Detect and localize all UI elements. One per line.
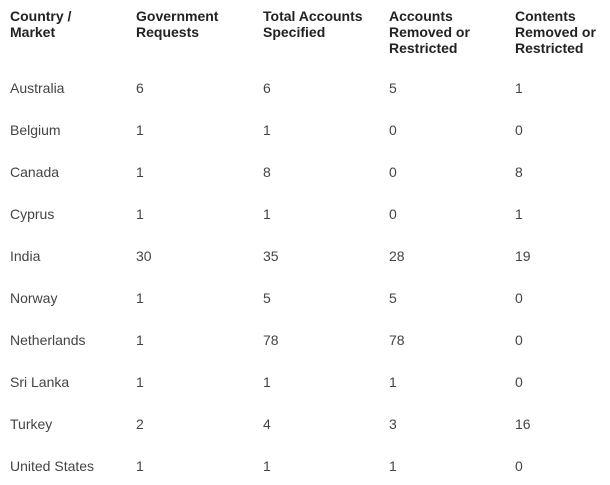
cell-country: Norway bbox=[10, 290, 58, 306]
cell-government-requests: 30 bbox=[136, 248, 152, 264]
cell-total-accounts: 1 bbox=[263, 458, 271, 474]
table-row: Belgium 1 1 0 0 bbox=[0, 118, 610, 142]
cell-country: Belgium bbox=[10, 122, 61, 138]
header-government-requests: Government Requests bbox=[136, 8, 219, 40]
cell-country: Sri Lanka bbox=[10, 374, 70, 390]
cell-total-accounts: 1 bbox=[263, 206, 271, 222]
cell-accounts-removed: 0 bbox=[389, 122, 397, 138]
cell-total-accounts: 4 bbox=[263, 416, 271, 432]
cell-contents-removed: 1 bbox=[515, 80, 523, 96]
cell-contents-removed: 8 bbox=[515, 164, 523, 180]
table-row: Cyprus 1 1 0 1 bbox=[0, 202, 610, 226]
cell-contents-removed: 19 bbox=[515, 248, 531, 264]
cell-total-accounts: 35 bbox=[263, 248, 279, 264]
table-header-row: Country / Market Government Requests Tot… bbox=[0, 8, 610, 60]
cell-country: Canada bbox=[10, 164, 60, 180]
cell-country: Turkey bbox=[10, 416, 53, 432]
cell-total-accounts: 1 bbox=[263, 374, 271, 390]
table-row: Norway 1 5 5 0 bbox=[0, 286, 610, 310]
cell-accounts-removed: 78 bbox=[389, 332, 405, 348]
cell-country: Netherlands bbox=[10, 332, 86, 348]
header-total-accounts-specified: Total Accounts Specified bbox=[263, 8, 363, 40]
cell-country: Cyprus bbox=[10, 206, 55, 222]
cell-contents-removed: 0 bbox=[515, 122, 523, 138]
cell-government-requests: 1 bbox=[136, 164, 144, 180]
header-accounts-removed: Accounts Removed or Restricted bbox=[389, 8, 470, 56]
cell-total-accounts: 78 bbox=[263, 332, 279, 348]
cell-contents-removed: 0 bbox=[515, 290, 523, 306]
cell-government-requests: 2 bbox=[136, 416, 144, 432]
cell-government-requests: 1 bbox=[136, 458, 144, 474]
table-row: Sri Lanka 1 1 1 0 bbox=[0, 370, 610, 394]
cell-accounts-removed: 5 bbox=[389, 80, 397, 96]
cell-government-requests: 1 bbox=[136, 332, 144, 348]
cell-accounts-removed: 28 bbox=[389, 248, 405, 264]
cell-contents-removed: 1 bbox=[515, 206, 523, 222]
cell-government-requests: 1 bbox=[136, 206, 144, 222]
cell-contents-removed: 0 bbox=[515, 332, 523, 348]
header-country-market: Country / Market bbox=[10, 8, 72, 40]
cell-government-requests: 1 bbox=[136, 122, 144, 138]
cell-government-requests: 1 bbox=[136, 374, 144, 390]
cell-accounts-removed: 1 bbox=[389, 374, 397, 390]
table-row: Netherlands 1 78 78 0 bbox=[0, 328, 610, 352]
table-row: United States 1 1 1 0 bbox=[0, 454, 610, 478]
cell-total-accounts: 5 bbox=[263, 290, 271, 306]
cell-country: India bbox=[10, 248, 41, 264]
cell-accounts-removed: 0 bbox=[389, 164, 397, 180]
cell-total-accounts: 6 bbox=[263, 80, 271, 96]
cell-contents-removed: 16 bbox=[515, 416, 531, 432]
cell-government-requests: 1 bbox=[136, 290, 144, 306]
cell-accounts-removed: 3 bbox=[389, 416, 397, 432]
cell-country: Australia bbox=[10, 80, 65, 96]
cell-total-accounts: 8 bbox=[263, 164, 271, 180]
cell-accounts-removed: 5 bbox=[389, 290, 397, 306]
header-contents-removed: Contents Removed or Restricted bbox=[515, 8, 596, 56]
cell-government-requests: 6 bbox=[136, 80, 144, 96]
cell-accounts-removed: 0 bbox=[389, 206, 397, 222]
cell-total-accounts: 1 bbox=[263, 122, 271, 138]
table-row: Turkey 2 4 3 16 bbox=[0, 412, 610, 436]
cell-contents-removed: 0 bbox=[515, 458, 523, 474]
cell-contents-removed: 0 bbox=[515, 374, 523, 390]
cell-accounts-removed: 1 bbox=[389, 458, 397, 474]
table-row: Canada 1 8 0 8 bbox=[0, 160, 610, 184]
cell-country: United States bbox=[10, 458, 95, 474]
table-row: Australia 6 6 5 1 bbox=[0, 76, 610, 100]
table-row: India 30 35 28 19 bbox=[0, 244, 610, 268]
